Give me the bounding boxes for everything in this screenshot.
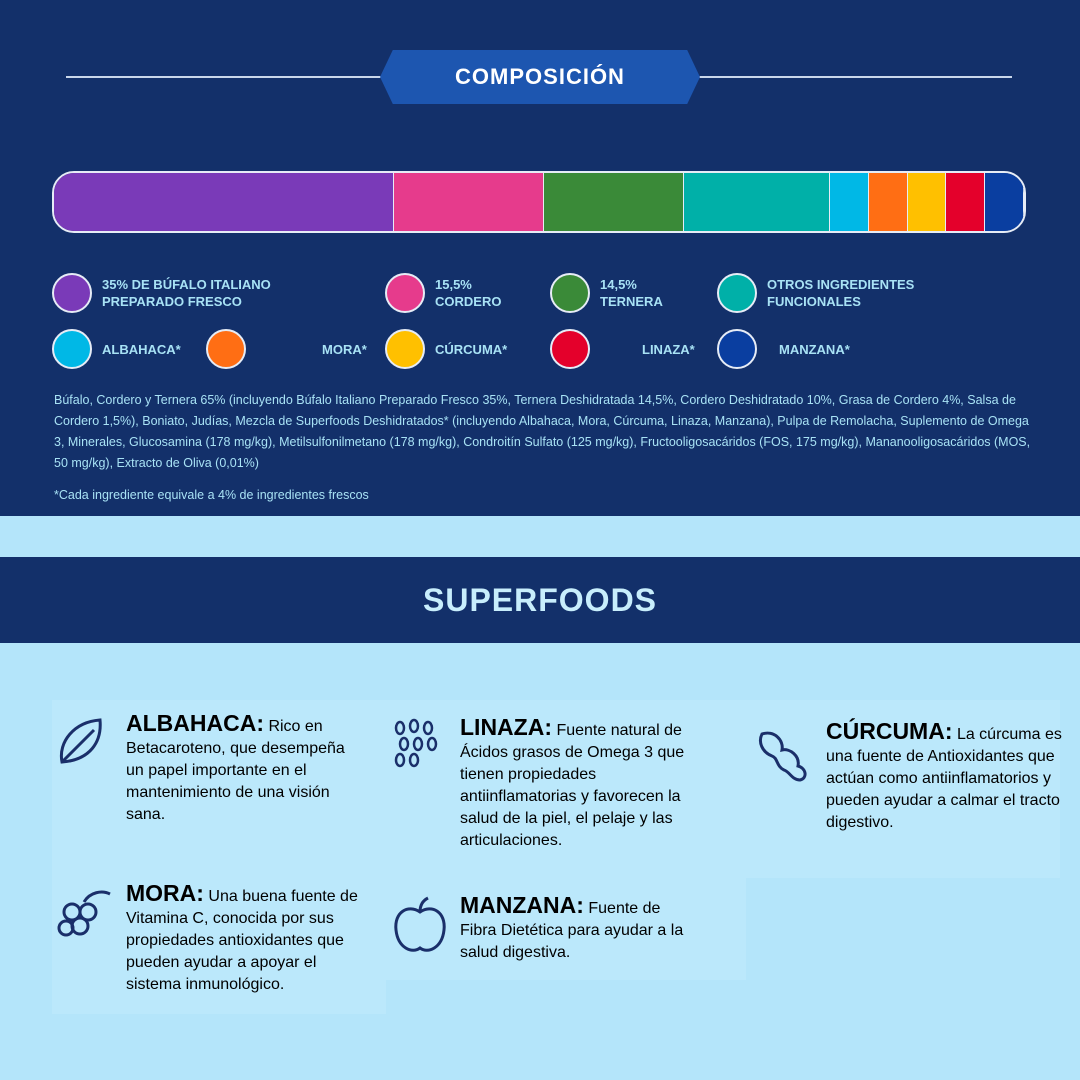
legend-item: CÚRCUMA* (385, 329, 507, 369)
superfood-name: LINAZA: (460, 714, 552, 740)
superfood-item: MORA: Una buena fuente de Vitamina C, co… (54, 882, 366, 996)
legend-item: MANZANA* (717, 329, 850, 369)
footnote: *Cada ingrediente equivale a 4% de ingre… (54, 488, 369, 502)
legend-label: 15,5% CORDERO (435, 277, 502, 309)
superfood-text: Rico en Betacaroteno, que desempeña un p… (126, 718, 345, 823)
legend-item: 15,5% CORDERO (385, 273, 501, 313)
superfood-name: MANZANA: (460, 892, 584, 918)
composition-section: COMPOSICIÓN 35% DE BÚFALO ITALIANO PREPAR… (0, 0, 1080, 516)
legend-item: ALBAHACA* (52, 329, 181, 369)
superfood-item: LINAZA: Fuente natural de Ácidos grasos … (388, 716, 700, 852)
card (746, 700, 1060, 878)
bar-segment (393, 173, 544, 231)
superfood-name: CÚRCUMA: (826, 718, 953, 744)
blackberry-icon (54, 882, 118, 946)
legend-item: LINAZA* (550, 329, 695, 369)
legend-label: OTROS INGREDIENTES FUNCIONALES (767, 277, 915, 309)
legend-swatch (550, 273, 590, 313)
legend-label: 14,5% TERNERA (600, 277, 663, 309)
superfood-description: MORA: Una buena fuente de Vitamina C, co… (126, 882, 366, 996)
turmeric-root-icon (754, 720, 818, 784)
flax-seeds-icon (388, 716, 452, 780)
superfood-description: ALBAHACA: Rico en Betacaroteno, que dese… (126, 712, 366, 826)
legend-label: ALBAHACA* (102, 341, 181, 357)
divider (694, 76, 1012, 78)
card (386, 700, 746, 980)
superfood-text: La cúrcuma es una fuente de Antioxidante… (826, 726, 1062, 831)
legend-swatch (385, 273, 425, 313)
superfood-name: ALBAHACA: (126, 710, 264, 736)
superfood-name: MORA: (126, 880, 204, 906)
superfood-description: LINAZA: Fuente natural de Ácidos grasos … (460, 716, 700, 852)
legend-swatch (52, 273, 92, 313)
apple-icon (388, 894, 452, 958)
bar-segment (684, 173, 830, 231)
superfood-text: Una buena fuente de Vitamina C, conocida… (126, 888, 358, 993)
legend-item: 14,5% TERNERA (550, 273, 663, 313)
legend-label: CÚRCUMA* (435, 341, 508, 357)
superfood-item: MANZANA: Fuente de Fibra Dietética para … (388, 894, 700, 964)
superfood-text: Fuente natural de Ácidos grasos de Omega… (460, 722, 685, 849)
legend-swatch (717, 273, 757, 313)
bar-segment (54, 173, 394, 231)
bar-segment (868, 173, 908, 231)
legend-label: 35% DE BÚFALO ITALIANO PREPARADO FRESCO (102, 277, 271, 309)
divider (66, 76, 386, 78)
bar-segment (829, 173, 869, 231)
bar-segment (907, 173, 947, 231)
bar-segment (946, 173, 986, 231)
legend-label: LINAZA* (642, 341, 695, 357)
bar-segment (985, 173, 1024, 231)
composition-stacked-bar (52, 171, 1026, 233)
legend-swatch (550, 329, 590, 369)
legend-swatch (206, 329, 246, 369)
superfood-text: Fuente de Fibra Dietética para ayudar a … (460, 900, 684, 961)
card (52, 700, 386, 1014)
basil-leaf-icon (54, 712, 118, 776)
superfoods-title: SUPERFOODS (0, 557, 1080, 643)
superfood-item: ALBAHACA: Rico en Betacaroteno, que dese… (54, 712, 366, 826)
legend-swatch (717, 329, 757, 369)
superfood-description: CÚRCUMA: La cúrcuma es una fuente de Ant… (826, 720, 1066, 834)
legend-item: OTROS INGREDIENTES FUNCIONALES (717, 273, 914, 313)
legend-label: MORA* (322, 341, 367, 357)
superfood-item: CÚRCUMA: La cúrcuma es una fuente de Ant… (754, 720, 1066, 834)
legend-item: MORA* (206, 329, 367, 369)
legend-item: 35% DE BÚFALO ITALIANO PREPARADO FRESCO (52, 273, 271, 313)
superfood-description: MANZANA: Fuente de Fibra Dietética para … (460, 894, 700, 964)
composition-title: COMPOSICIÓN (380, 50, 700, 104)
bar-segment (543, 173, 685, 231)
ingredients-text: Búfalo, Cordero y Ternera 65% (incluyend… (54, 393, 1031, 470)
legend-swatch (52, 329, 92, 369)
legend-label: MANZANA* (779, 341, 850, 357)
legend-swatch (385, 329, 425, 369)
